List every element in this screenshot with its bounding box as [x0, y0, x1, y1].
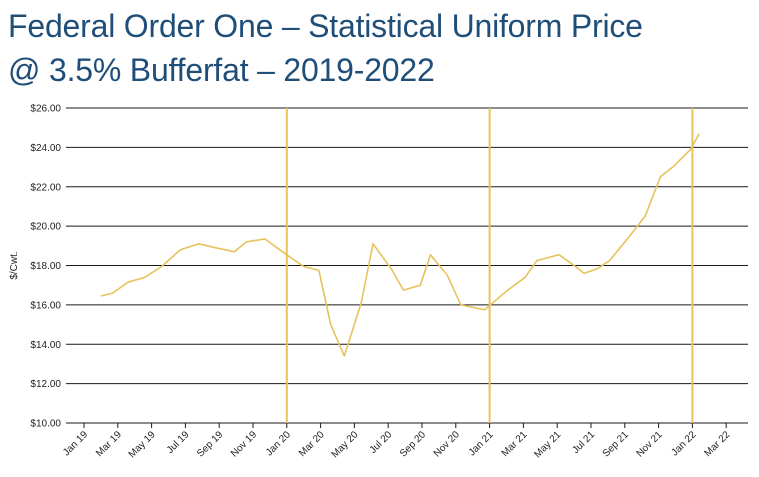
y-axis-tick-labels: $10.00 $12.00 $14.00 $16.00 $18.00 $20.00 $22.… — [30, 104, 61, 430]
x-axis-tick-labels: Jan 19 Mar 19 May 19 Jul 19 Sep 19 Nov 19 Jan … — [61, 429, 733, 460]
y-tick-label: $24.00 — [30, 143, 61, 154]
y-axis-label: $/Cwt. — [9, 251, 20, 279]
chart-title: Federal Order One – Statistical Uniform … — [8, 4, 748, 92]
x-tick-label: Sep 21 — [601, 429, 631, 459]
x-tick-label: Jan 22 — [670, 429, 699, 458]
series-lines — [100, 133, 700, 357]
x-tick-label: Nov 19 — [229, 429, 259, 459]
x-tick-label: Jul 20 — [368, 429, 395, 456]
price-series-line-0 — [100, 133, 700, 357]
x-tick-label: Mar 20 — [297, 429, 327, 459]
chart-title-line-1: Federal Order One – Statistical Uniform … — [8, 8, 643, 44]
x-tick-label: Mar 22 — [703, 429, 733, 459]
x-tick-label: Sep 19 — [195, 429, 225, 459]
x-tick-label: Jan 21 — [467, 429, 496, 458]
y-tick-label: $22.00 — [30, 182, 61, 193]
x-tick-label: Nov 20 — [432, 429, 462, 459]
y-tick-label: $26.00 — [30, 104, 61, 115]
y-tick-label: $16.00 — [30, 300, 61, 311]
year-marker-lines — [285, 108, 694, 423]
x-tick-label: Jul 19 — [165, 429, 192, 456]
y-tick-label: $10.00 — [30, 419, 61, 430]
x-tick-label: May 20 — [330, 429, 361, 460]
x-tick-label: Sep 20 — [398, 429, 428, 459]
gridlines — [66, 107, 748, 424]
x-tick-label: Mar 21 — [500, 429, 530, 459]
x-tick-label: Jul 21 — [570, 429, 597, 456]
x-tick-label: May 21 — [532, 429, 563, 460]
x-tick-label: Nov 21 — [635, 429, 665, 459]
y-tick-label: $20.00 — [30, 222, 61, 233]
x-axis — [83, 423, 727, 428]
y-tick-label: $18.00 — [30, 261, 61, 272]
y-tick-label: $12.00 — [30, 379, 61, 390]
y-tick-label: $14.00 — [30, 340, 61, 351]
x-tick-label: Mar 19 — [94, 429, 124, 459]
chart-title-line-2: @ 3.5% Bufferfat – 2019-2022 — [8, 52, 435, 88]
x-tick-label: May 19 — [127, 429, 158, 460]
x-tick-label: Jan 19 — [61, 429, 90, 458]
x-tick-label: Jan 20 — [264, 429, 293, 458]
